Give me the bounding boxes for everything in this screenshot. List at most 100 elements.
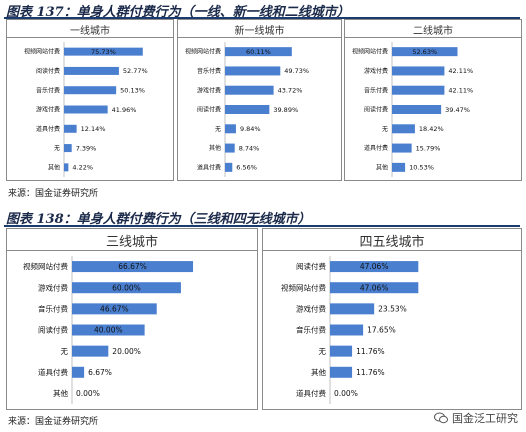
value-label: 15.79% xyxy=(416,144,441,152)
value-label: 39.89% xyxy=(273,106,298,114)
category-label: 无 xyxy=(54,145,60,152)
category-label: 视频网站付费 xyxy=(185,48,221,56)
category-label: 阅读付费 xyxy=(364,106,388,114)
value-label: 11.76% xyxy=(356,368,385,377)
chart-tier1: 视频网站付费 75.73% 阅读付费 52.77% 音乐付费 50.13% 游戏付费 41.9… xyxy=(24,42,148,177)
figure-138-title: 图表 138：单身人群付费行为（三线和四无线城市） xyxy=(6,212,311,227)
category-label: 音乐付费 xyxy=(296,325,326,335)
watermark-text: 国金泛工研究 xyxy=(452,412,518,425)
value-label: 12.14% xyxy=(81,125,106,133)
bar xyxy=(64,66,119,75)
panel-tier3: 三线城市 视频网站付费 66.67% 游戏付费 60.00% 音乐付费 46.67% 阅读付… xyxy=(6,228,258,410)
value-label: 6.67% xyxy=(88,368,112,377)
wechat-icon xyxy=(434,412,448,424)
panel-tier45-separator xyxy=(263,250,521,251)
panel-tier3-separator xyxy=(7,250,257,251)
category-label: 视频网站付费 xyxy=(281,282,326,292)
category-label: 道具付费 xyxy=(296,388,326,398)
category-label: 道具付费 xyxy=(197,163,221,171)
figure-137-source: 来源：国金证券研究所 xyxy=(8,189,99,199)
category-label: 道具付费 xyxy=(38,367,68,377)
value-label: 49.73% xyxy=(284,67,309,75)
value-label: 6.56% xyxy=(236,164,257,172)
bar xyxy=(330,366,353,378)
chart-tier45: 阅读付费 47.06% 视频网站付费 47.06% 游戏付费 23.53% 音乐付费 17.6… xyxy=(281,256,419,404)
bar xyxy=(64,124,77,133)
category-label: 其他 xyxy=(48,163,60,171)
figure-138-source: 来源：国金证券研究所 xyxy=(8,417,99,427)
value-label: 66.67% xyxy=(118,262,147,271)
bar xyxy=(330,324,364,336)
panel-tier1-separator xyxy=(7,37,173,38)
category-label: 视频网站付费 xyxy=(352,48,388,56)
bar xyxy=(72,282,181,294)
value-label: 7.39% xyxy=(76,144,97,152)
category-label: 游戏付费 xyxy=(38,282,68,292)
bar xyxy=(225,66,281,76)
bar xyxy=(392,105,442,114)
value-label: 0.00% xyxy=(76,389,100,398)
bar xyxy=(225,143,235,153)
value-label: 42.11% xyxy=(448,86,473,94)
bar xyxy=(392,47,458,57)
bar xyxy=(225,162,233,172)
panel-new-tier1-separator xyxy=(178,37,341,38)
value-label: 75.73% xyxy=(91,48,116,56)
bar xyxy=(72,345,109,357)
category-label: 音乐付费 xyxy=(36,86,60,94)
value-label: 23.53% xyxy=(378,304,407,313)
value-label: 42.11% xyxy=(448,67,473,75)
category-label: 游戏付费 xyxy=(296,303,326,313)
panel-tier45: 四五线城市 阅读付费 47.06% 视频网站付费 47.06% 游戏付费 23.53% 音乐… xyxy=(262,228,522,410)
bar xyxy=(330,345,353,357)
value-label: 8.74% xyxy=(239,144,260,152)
panel-new-tier1-title: 新一线城市 xyxy=(234,26,285,37)
category-label: 视频网站付费 xyxy=(24,48,60,56)
value-label: 50.13% xyxy=(120,86,145,94)
category-label: 其他 xyxy=(311,367,326,377)
value-label: 11.76% xyxy=(356,347,385,356)
bar xyxy=(225,124,236,134)
value-label: 20.00% xyxy=(112,347,141,356)
value-label: 43.72% xyxy=(278,86,303,94)
category-label: 无 xyxy=(61,347,69,356)
bar xyxy=(225,85,274,95)
chart-new-tier1: 视频网站付费 60.11% 音乐付费 49.73% 游戏付费 43.72% 阅读付费 39.8… xyxy=(185,42,309,177)
bar xyxy=(392,85,445,95)
category-label: 音乐付费 xyxy=(38,303,68,313)
panel-tier3-title: 三线城市 xyxy=(105,235,158,250)
value-label: 46.67% xyxy=(100,304,129,313)
panel-tier2-separator xyxy=(345,37,521,38)
category-label: 游戏付费 xyxy=(36,106,60,114)
category-label: 道具付费 xyxy=(364,144,388,152)
figure-138-rule xyxy=(4,225,520,227)
bar xyxy=(330,282,419,294)
figure-137-rule xyxy=(4,17,520,19)
category-label: 其他 xyxy=(209,144,221,152)
category-label: 道具付费 xyxy=(36,125,60,133)
panel-tier45-title: 四五线城市 xyxy=(359,235,425,250)
value-label: 47.06% xyxy=(360,283,389,292)
category-label: 阅读付费 xyxy=(296,261,326,271)
category-label: 音乐付费 xyxy=(197,67,221,75)
bar xyxy=(64,47,143,56)
bar xyxy=(392,66,445,76)
chart-tier2: 视频网站付费 52.63% 游戏付费 42.11% 音乐付费 42.11% 阅读付费 39.4… xyxy=(352,42,473,177)
panel-tier2-title: 二线城市 xyxy=(413,26,453,37)
category-label: 音乐付费 xyxy=(364,86,388,94)
bar xyxy=(64,163,69,172)
bar xyxy=(330,261,419,273)
figure-137-title: 图表 137：单身人群付费行为（一线、新一线和二线城市） xyxy=(6,5,350,20)
value-label: 9.84% xyxy=(240,125,261,133)
bar xyxy=(64,86,117,95)
category-label: 无 xyxy=(319,347,327,356)
value-label: 18.42% xyxy=(419,125,444,133)
value-label: 40.00% xyxy=(94,326,123,335)
category-label: 视频网站付费 xyxy=(23,261,68,271)
bar xyxy=(64,105,108,114)
value-label: 10.53% xyxy=(409,164,434,172)
value-label: 60.00% xyxy=(112,283,141,292)
value-label: 52.77% xyxy=(123,67,148,75)
panel-tier1-title: 一线城市 xyxy=(70,26,110,37)
chart-tier3: 视频网站付费 66.67% 游戏付费 60.00% 音乐付费 46.67% 阅读付费 40.0… xyxy=(23,256,194,404)
